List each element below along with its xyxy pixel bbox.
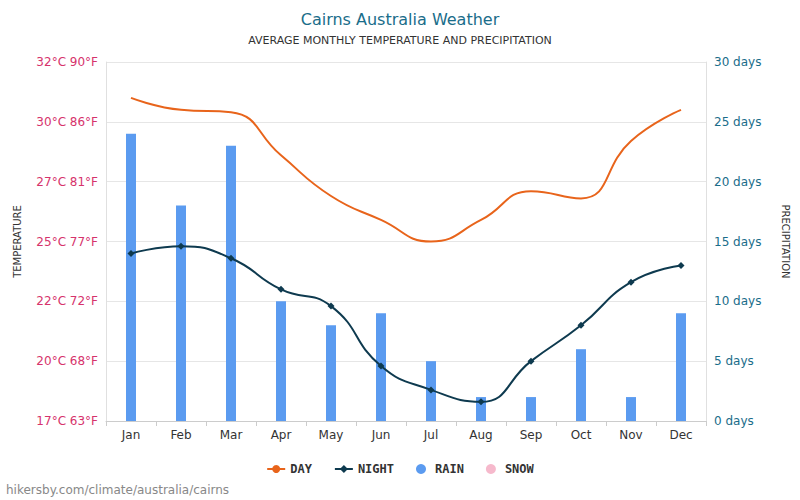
svg-text:May: May (319, 428, 344, 442)
svg-text:Oct: Oct (571, 428, 592, 442)
svg-text:0 days: 0 days (714, 414, 754, 428)
svg-text:Mar: Mar (220, 428, 243, 442)
svg-text:Dec: Dec (669, 428, 692, 442)
svg-text:10 days: 10 days (714, 294, 761, 308)
svg-text:Jan: Jan (121, 428, 141, 442)
svg-text:Feb: Feb (170, 428, 191, 442)
svg-text:TEMPERATURE: TEMPERATURE (12, 205, 23, 279)
svg-text:Nov: Nov (619, 428, 642, 442)
svg-text:30°C 86°F: 30°C 86°F (36, 115, 98, 129)
svg-text:Jul: Jul (423, 428, 438, 442)
svg-text:PRECIPITATION: PRECIPITATION (780, 204, 791, 278)
svg-text:32°C 90°F: 32°C 90°F (36, 55, 98, 69)
svg-text:Apr: Apr (271, 428, 292, 442)
svg-text:Aug: Aug (469, 428, 492, 442)
svg-text:Sep: Sep (520, 428, 543, 442)
svg-text:25°C 77°F: 25°C 77°F (36, 235, 98, 249)
svg-text:15 days: 15 days (714, 235, 761, 249)
svg-text:27°C 81°F: 27°C 81°F (36, 175, 98, 189)
svg-text:Cairns Australia Weather: Cairns Australia Weather (301, 10, 500, 29)
svg-text:AVERAGE MONTHLY TEMPERATURE AN: AVERAGE MONTHLY TEMPERATURE AND PRECIPIT… (248, 34, 552, 47)
svg-text:Jun: Jun (371, 428, 391, 442)
svg-text:5 days: 5 days (714, 354, 754, 368)
svg-text:20°C 68°F: 20°C 68°F (36, 354, 98, 368)
svg-text:hikersby.com/climate/australia: hikersby.com/climate/australia/cairns (6, 483, 229, 497)
svg-text:22°C 72°F: 22°C 72°F (36, 294, 98, 308)
svg-text:SNOW: SNOW (505, 462, 535, 476)
svg-text:NIGHT: NIGHT (358, 462, 394, 476)
svg-text:20 days: 20 days (714, 175, 761, 189)
svg-text:25 days: 25 days (714, 115, 761, 129)
svg-text:30 days: 30 days (714, 55, 761, 69)
svg-text:DAY: DAY (290, 462, 312, 476)
svg-text:RAIN: RAIN (435, 462, 464, 476)
svg-text:17°C 63°F: 17°C 63°F (36, 414, 98, 428)
